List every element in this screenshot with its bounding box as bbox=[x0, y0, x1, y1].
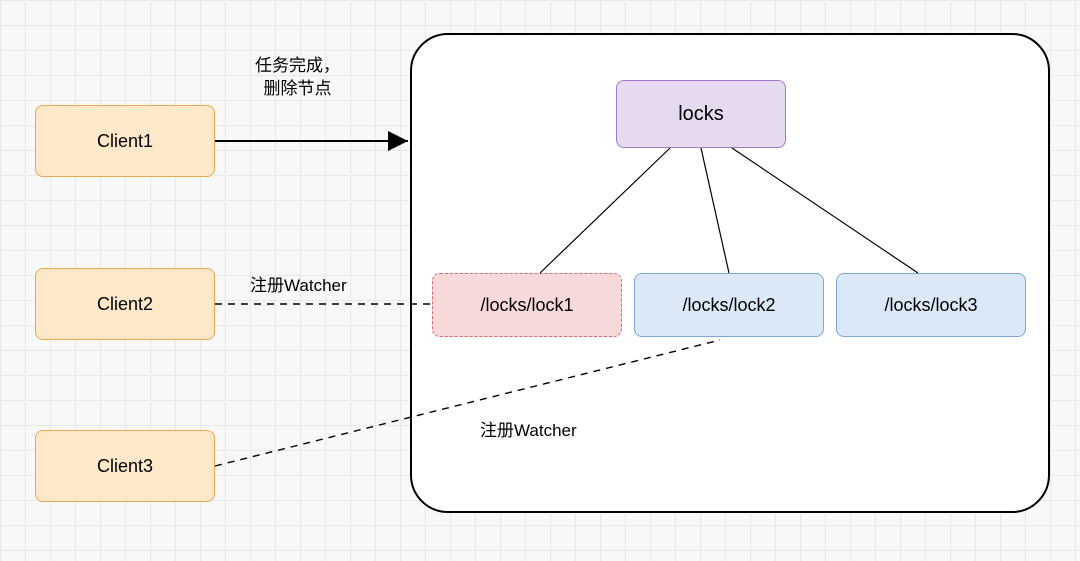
watcher-label-2: 注册Watcher bbox=[480, 420, 577, 443]
client-1-label: Client1 bbox=[97, 131, 153, 152]
client-2-label: Client2 bbox=[97, 294, 153, 315]
client-3: Client3 bbox=[35, 430, 215, 502]
lock-node-1-label: /locks/lock1 bbox=[480, 295, 573, 316]
locks-root: locks bbox=[616, 80, 786, 148]
watcher-label-1: 注册Watcher bbox=[250, 275, 347, 298]
client-1: Client1 bbox=[35, 105, 215, 177]
lock-node-3-label: /locks/lock3 bbox=[884, 295, 977, 316]
client-2: Client2 bbox=[35, 268, 215, 340]
lock-node-2-label: /locks/lock2 bbox=[682, 295, 775, 316]
arrow-label: 任务完成， 删除节点 bbox=[255, 55, 340, 101]
client-3-label: Client3 bbox=[97, 456, 153, 477]
lock-node-3: /locks/lock3 bbox=[836, 273, 1026, 337]
lock-node-1: /locks/lock1 bbox=[432, 273, 622, 337]
locks-root-label: locks bbox=[678, 103, 724, 126]
lock-node-2: /locks/lock2 bbox=[634, 273, 824, 337]
